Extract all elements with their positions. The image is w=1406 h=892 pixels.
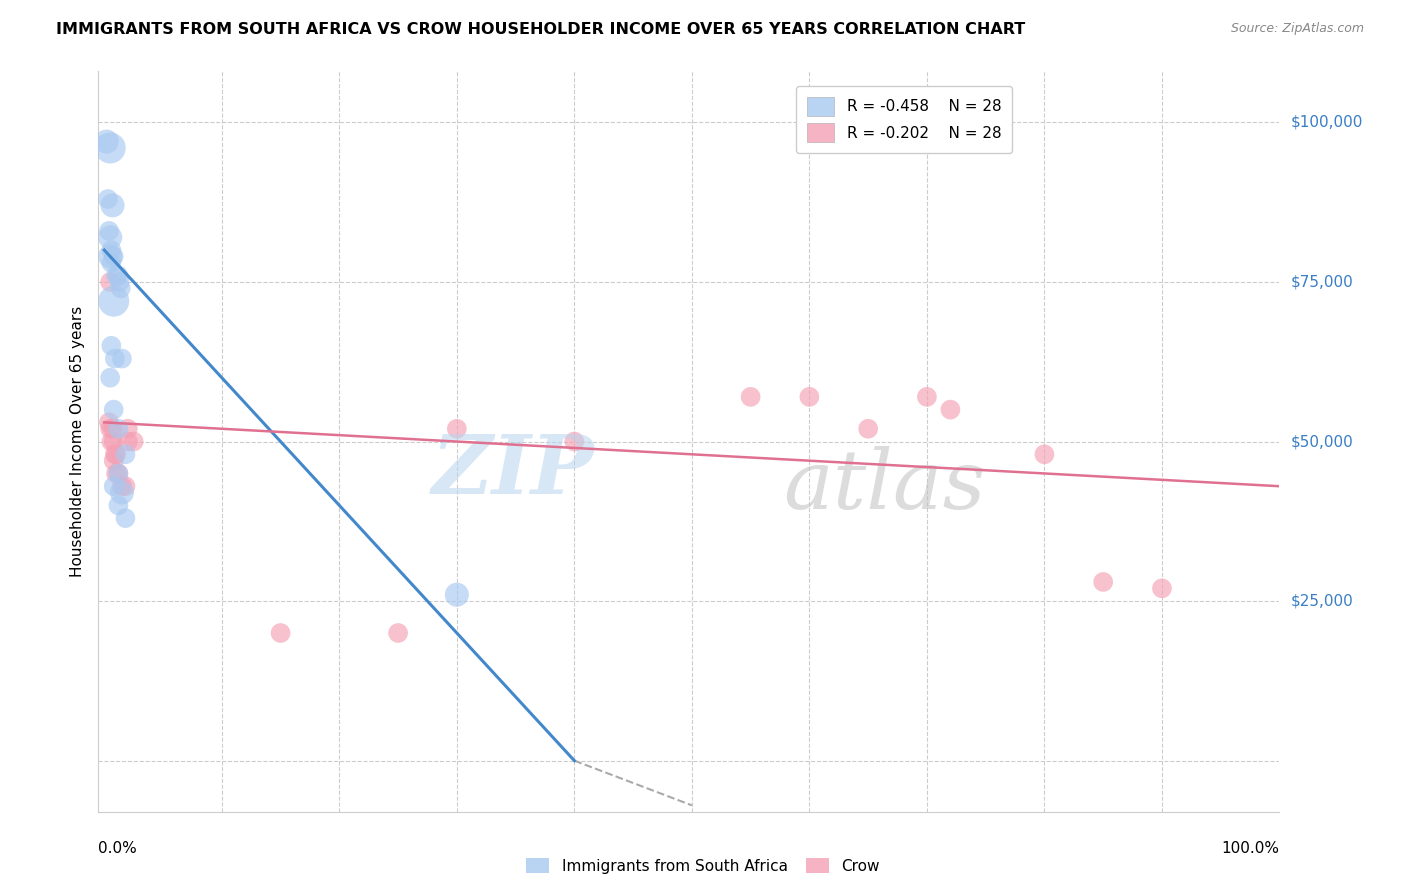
Point xyxy=(107,467,129,481)
Point xyxy=(111,479,134,493)
Point xyxy=(98,224,121,238)
Text: atlas: atlas xyxy=(783,446,986,526)
Point xyxy=(108,275,131,289)
Point xyxy=(107,422,129,436)
Point xyxy=(111,485,134,500)
Text: $25,000: $25,000 xyxy=(1291,593,1354,608)
Point xyxy=(114,479,136,493)
Point xyxy=(103,434,125,449)
Point xyxy=(98,422,121,436)
Point xyxy=(740,390,762,404)
Text: Source: ZipAtlas.com: Source: ZipAtlas.com xyxy=(1230,22,1364,36)
Point xyxy=(103,479,125,493)
Point xyxy=(103,402,125,417)
Point xyxy=(564,434,586,449)
Point xyxy=(446,422,468,436)
Point xyxy=(114,511,136,525)
Point xyxy=(270,626,292,640)
Text: $50,000: $50,000 xyxy=(1291,434,1354,449)
Text: IMMIGRANTS FROM SOUTH AFRICA VS CROW HOUSEHOLDER INCOME OVER 65 YEARS CORRELATIO: IMMIGRANTS FROM SOUTH AFRICA VS CROW HOU… xyxy=(56,22,1025,37)
Point xyxy=(107,268,129,283)
Point xyxy=(856,422,879,436)
Text: $75,000: $75,000 xyxy=(1291,275,1354,290)
Point xyxy=(915,390,938,404)
Point xyxy=(114,447,136,461)
Point xyxy=(110,281,132,295)
Point xyxy=(105,467,128,481)
Point xyxy=(104,351,127,366)
Point xyxy=(117,434,139,449)
Point xyxy=(103,250,125,264)
Point xyxy=(111,351,134,366)
Point xyxy=(101,422,124,436)
Point xyxy=(105,447,128,461)
Point xyxy=(97,192,120,206)
Point xyxy=(104,447,127,461)
Point xyxy=(100,256,122,270)
Point xyxy=(103,453,125,467)
Text: 100.0%: 100.0% xyxy=(1222,841,1279,856)
Point xyxy=(101,198,124,212)
Legend: R = -0.458    N = 28, R = -0.202    N = 28: R = -0.458 N = 28, R = -0.202 N = 28 xyxy=(796,87,1012,153)
Point xyxy=(98,275,121,289)
Point xyxy=(117,422,139,436)
Point xyxy=(105,268,128,283)
Point xyxy=(122,434,145,449)
Point xyxy=(1150,582,1173,596)
Point xyxy=(98,141,121,155)
Point xyxy=(103,294,125,309)
Point xyxy=(107,467,129,481)
Y-axis label: Householder Income Over 65 years: Householder Income Over 65 years xyxy=(69,306,84,577)
Text: $100,000: $100,000 xyxy=(1291,115,1362,130)
Point xyxy=(98,416,121,430)
Point xyxy=(1033,447,1056,461)
Point xyxy=(98,230,121,244)
Point xyxy=(939,402,962,417)
Point xyxy=(96,135,118,149)
Text: 0.0%: 0.0% xyxy=(98,841,138,856)
Point xyxy=(98,250,121,264)
Point xyxy=(1092,574,1115,589)
Point xyxy=(100,434,122,449)
Point xyxy=(98,370,121,384)
Point xyxy=(446,588,468,602)
Point xyxy=(100,339,122,353)
Point xyxy=(107,499,129,513)
Point xyxy=(799,390,821,404)
Text: ZIP: ZIP xyxy=(432,431,595,511)
Point xyxy=(387,626,409,640)
Point xyxy=(100,243,122,257)
Legend: Immigrants from South Africa, Crow: Immigrants from South Africa, Crow xyxy=(520,852,886,880)
